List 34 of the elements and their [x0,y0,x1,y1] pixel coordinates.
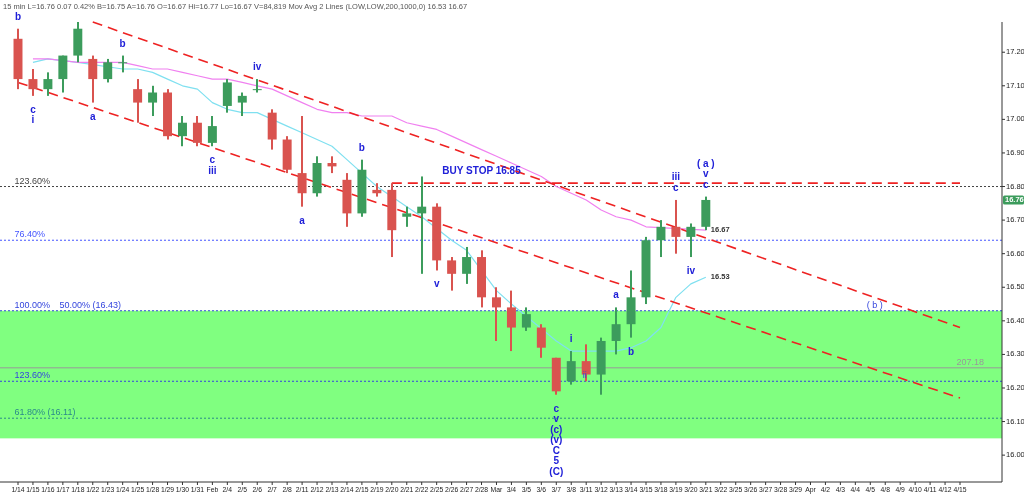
annotation: 76.40% [14,229,46,240]
annotation: b [358,141,365,153]
annotation: iv [686,264,696,276]
annotation: 50.00% (16.43) [59,299,121,310]
annotation: c [673,181,680,193]
annotation: iii [671,171,681,183]
annotation: c [553,402,560,414]
annotation: b [627,345,635,357]
annotation: c [30,103,37,115]
annotation: 207.18 [956,356,985,367]
annotation: i [31,114,35,126]
annotation: 123.60% [14,175,51,186]
annotation: ( a ) [696,157,715,169]
candlestick [417,176,427,274]
annotation: b [119,37,126,49]
annotation: v [553,412,560,424]
annotation: ii [582,370,587,381]
annotation: 100.00% [14,299,51,310]
annotation: v [703,167,710,179]
annotation: v [433,278,440,290]
annotation: b [14,10,22,22]
annotation: a [89,110,96,122]
annotation: 61.80% (16.11) [14,407,76,418]
annotation: c [703,178,710,190]
annotation: iii [208,164,217,176]
candlestick [252,79,262,93]
annotation: i [569,332,573,344]
annotation: iv [253,60,262,72]
annotation: a [613,289,620,301]
annotation: BUY STOP 16.85 [442,164,522,176]
annotation: a [299,214,306,226]
annotation: c [209,153,216,165]
annotation: 123.60% [14,370,51,381]
annotation: ( b ) [866,299,883,310]
